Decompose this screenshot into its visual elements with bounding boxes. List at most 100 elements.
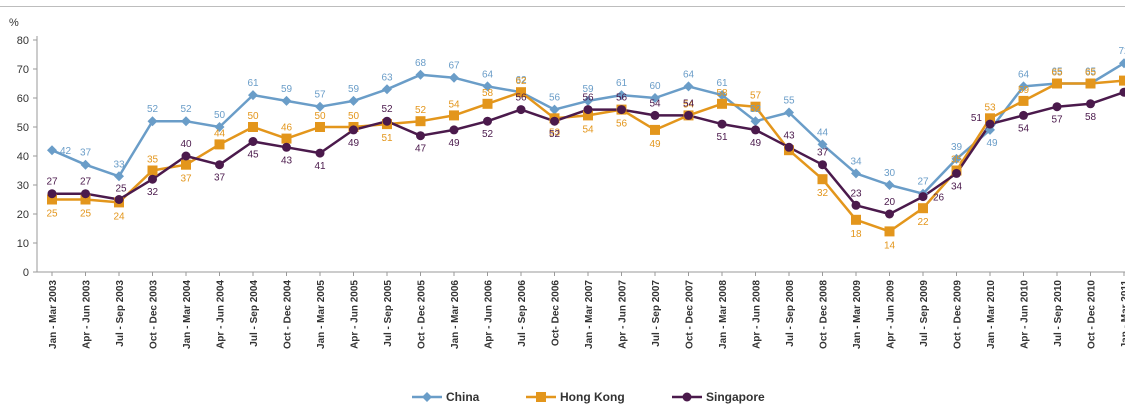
- hong-kong-point: [1018, 95, 1029, 106]
- china-data-label: 56: [549, 93, 561, 104]
- china-point: [449, 72, 459, 83]
- x-tick-label: Jan - Mar 2010: [986, 280, 997, 349]
- china-point: [750, 116, 761, 127]
- singapore-point: [315, 148, 325, 158]
- china-data-label: 52: [750, 104, 762, 115]
- china-data-label: 65: [1085, 67, 1097, 78]
- x-tick-label: Oct - Dec 2005: [417, 280, 428, 349]
- singapore-data-label: 27: [80, 177, 92, 188]
- y-tick-label: 40: [17, 151, 29, 163]
- china-data-label: 68: [415, 58, 427, 69]
- x-tick-label: Apr - Jun 2005: [350, 280, 361, 349]
- y-axis-unit-label: %: [9, 17, 19, 29]
- hong-kong-point: [47, 194, 57, 205]
- singapore-point: [1052, 102, 1062, 112]
- hong-kong-point: [750, 101, 761, 112]
- china-point: [951, 153, 962, 164]
- hong-kong-data-label: 46: [281, 123, 293, 134]
- hong-kong-point: [817, 174, 828, 185]
- hong-kong-point: [884, 226, 895, 237]
- x-tick-label: Jul - Sep 2010: [1053, 280, 1064, 347]
- china-point: [884, 180, 895, 190]
- hong-kong-data-label: 52: [415, 105, 427, 116]
- china-point: [415, 69, 426, 80]
- x-tick-label: Oct - Dec 2003: [149, 280, 160, 349]
- x-tick-label: Jan - Mar 2003: [48, 280, 59, 349]
- singapore-data-label: 56: [582, 93, 594, 104]
- china-point: [549, 104, 560, 115]
- x-tick-label: Jul - Sep 2009: [919, 280, 930, 347]
- china-data-label: 30: [884, 168, 896, 179]
- axes: 0 10 20 30 40 50 60 70 80 Jan - Mar 2003 Apr - Jun…: [17, 35, 1125, 349]
- singapore-point: [248, 137, 258, 146]
- hong-kong-data-label: 54: [448, 99, 460, 110]
- legend-singapore-marker: [682, 392, 692, 402]
- hong-kong-point: [650, 124, 660, 135]
- hong-kong-data-label: 35: [147, 155, 159, 166]
- y-tick-label: 0: [23, 267, 29, 279]
- x-tick-label: Jan - Mar 2011: [1120, 280, 1125, 349]
- china-data-label: 64: [1018, 69, 1030, 80]
- china-point: [851, 168, 861, 179]
- singapore-data-label: 49: [348, 138, 360, 149]
- y-tick-label: 50: [17, 122, 29, 134]
- hong-kong-point: [918, 203, 928, 214]
- singapore-data-label: 34: [951, 181, 963, 192]
- china-point: [114, 171, 124, 182]
- china-point: [616, 90, 627, 101]
- hong-kong-point: [717, 98, 727, 109]
- hong-kong-data-label: 58: [716, 88, 728, 99]
- china-point: [315, 101, 325, 112]
- china-data-label: 52: [180, 104, 192, 115]
- singapore-point: [717, 119, 727, 129]
- china-data-label: 60: [649, 81, 661, 92]
- y-tick-label: 60: [17, 93, 29, 105]
- legend-singapore-label: Singapore: [706, 390, 765, 404]
- singapore-point: [81, 189, 90, 199]
- hong-kong-data-label: 14: [884, 240, 896, 251]
- singapore-point: [416, 131, 425, 141]
- china-point: [281, 95, 292, 106]
- china-data-label: 61: [716, 78, 728, 89]
- china-data-label: 72: [1118, 46, 1125, 57]
- singapore-point: [382, 116, 392, 126]
- x-tick-label: Apr - Jun 2009: [886, 280, 897, 349]
- hong-kong-data-label: 58: [482, 88, 494, 99]
- hong-kong-data-label: 22: [917, 217, 929, 228]
- hong-kong-point: [214, 139, 225, 150]
- china-data-label: 57: [314, 90, 326, 101]
- x-tick-label: Apr - Jun 2006: [484, 280, 495, 349]
- x-tick-label: Oct - Dec 2009: [953, 280, 964, 349]
- china-point: [717, 90, 727, 101]
- hong-kong-data-label: 62: [515, 76, 527, 87]
- hong-kong-point: [1052, 78, 1062, 89]
- china-data-label: 34: [850, 156, 862, 167]
- hong-kong-data-label: 51: [381, 133, 393, 144]
- hong-kong-data-label: 49: [649, 139, 661, 150]
- hong-kong-point: [1119, 75, 1125, 86]
- china-data-label: 39: [951, 142, 963, 153]
- singapore-data-label: 25: [115, 184, 127, 195]
- hong-kong-point: [147, 165, 158, 176]
- singapore-data-label: 57: [1051, 115, 1063, 126]
- china-point: [683, 81, 694, 92]
- hong-kong-point: [80, 194, 91, 205]
- x-tick-label: Jan - Mar 2004: [182, 280, 193, 349]
- x-tick-label: Jul - Sep 2005: [383, 280, 394, 347]
- china-point: [348, 95, 359, 106]
- singapore-data-label: 49: [750, 138, 762, 149]
- singapore-data-label: 51: [716, 132, 728, 143]
- x-tick-label: Oct - Dec 2010: [1087, 280, 1098, 349]
- x-tick-label: Jul - Sep 2003: [115, 280, 126, 347]
- china-data-label: 49: [986, 138, 998, 149]
- singapore-data-label: 40: [180, 139, 192, 150]
- china-data-label: 64: [683, 69, 695, 80]
- singapore-data-label: 49: [448, 138, 460, 149]
- singapore-point: [918, 192, 928, 202]
- hong-kong-point: [315, 122, 325, 132]
- singapore-data-label: 47: [415, 144, 427, 155]
- series-markers: [47, 58, 1125, 237]
- china-point: [47, 145, 57, 156]
- china-data-label: 44: [817, 127, 829, 138]
